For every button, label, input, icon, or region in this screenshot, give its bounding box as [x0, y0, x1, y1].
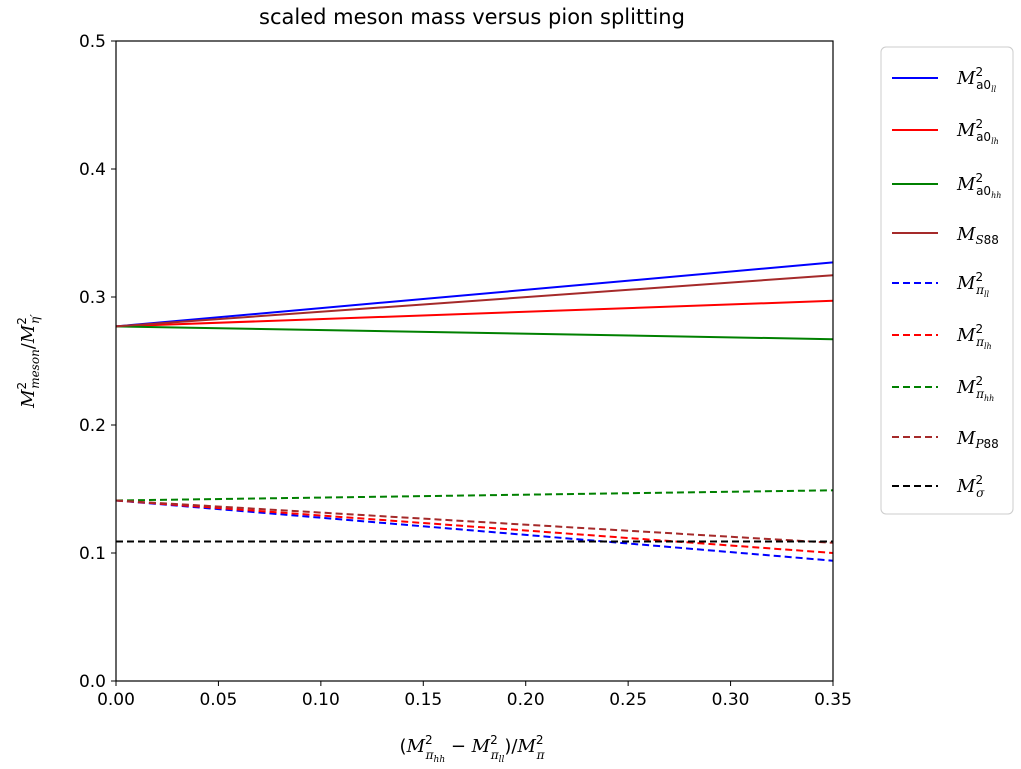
x-axis-ticks: 0.00 0.05 0.10 0.15 0.20 0.25 0.30 0.35 — [97, 681, 852, 710]
legend: M2 a0ll M2 a0lh M2 a0hh MS88 M2 πll M2 πlh M2… — [880, 46, 1014, 515]
legend-label: M2 σ — [956, 473, 985, 500]
series-line-4 — [115, 274, 834, 328]
x-axis-label: (M2 πhh − M2 πll)/M2 π — [400, 733, 546, 765]
x-tick-label: 0.30 — [712, 690, 750, 710]
legend-entry: M2 a0ll — [892, 65, 997, 94]
x-tick-label: 0.25 — [609, 690, 647, 710]
y-axis-ticks: 0.0 0.1 0.2 0.3 0.4 0.5 — [79, 32, 116, 692]
x-tick-label: 0.15 — [404, 690, 442, 710]
series-line-8 — [115, 499, 834, 544]
series-line-5 — [115, 499, 834, 562]
chart-title: scaled meson mass versus pion splitting — [259, 5, 685, 29]
y-tick-label: 0.1 — [79, 544, 106, 564]
series-line-1 — [115, 261, 834, 328]
x-tick-label: 0.35 — [814, 690, 852, 710]
x-tick-label: 0.10 — [302, 690, 340, 710]
y-tick-label: 0.3 — [79, 288, 106, 308]
y-tick-label: 0.2 — [79, 416, 106, 436]
y-tick-label: 0.5 — [79, 32, 106, 52]
y-axis-label: M2meson/M2η′ — [15, 314, 42, 409]
series-line-3 — [115, 325, 834, 341]
series-line-2 — [115, 299, 834, 328]
y-tick-label: 0.4 — [79, 160, 106, 180]
x-tick-label: 0.05 — [199, 690, 237, 710]
plot-frame — [115, 40, 834, 682]
legend-box — [880, 46, 1014, 515]
series-layer — [115, 261, 834, 562]
series-line-6 — [115, 499, 834, 554]
series-line-7 — [115, 489, 834, 502]
y-tick-label: 0.0 — [79, 672, 106, 692]
legend-entry: M2 σ — [892, 473, 985, 500]
x-tick-label: 0.20 — [507, 690, 545, 710]
x-tick-label: 0.00 — [97, 690, 135, 710]
